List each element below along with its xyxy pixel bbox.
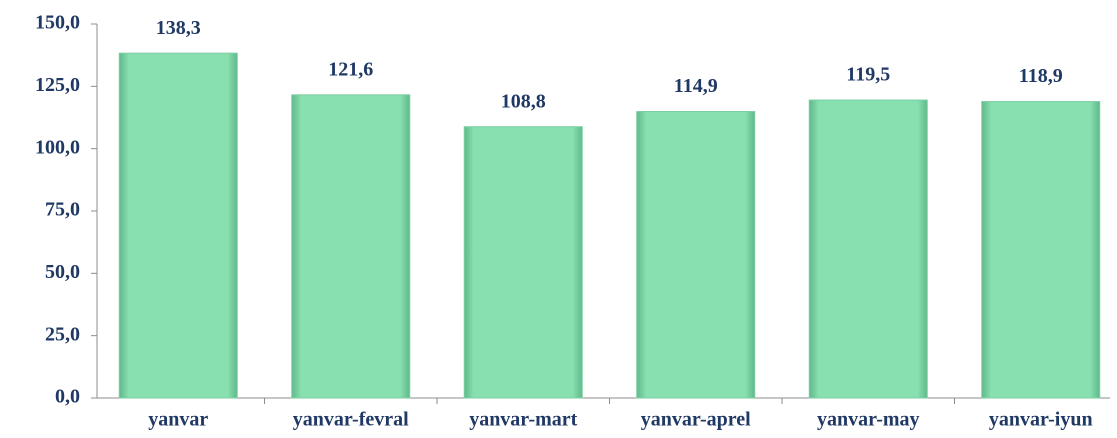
- x-tick-label: yanvar-iyun: [989, 409, 1093, 431]
- bar: [463, 126, 583, 399]
- y-tick-label: 125,0: [35, 74, 80, 96]
- value-label: 118,9: [1019, 65, 1063, 87]
- x-tick-label: yanvar-mart: [469, 409, 577, 431]
- bar: [981, 101, 1101, 399]
- bar: [636, 111, 756, 399]
- bar: [808, 99, 928, 399]
- y-tick-label: 75,0: [45, 199, 80, 221]
- x-tick-label: yanvar: [148, 409, 208, 431]
- x-tick-label: yanvar-fevral: [293, 409, 409, 431]
- bar: [118, 52, 238, 399]
- y-tick-label: 0,0: [55, 386, 80, 408]
- value-label: 121,6: [328, 58, 373, 80]
- value-label: 119,5: [846, 64, 890, 86]
- value-label: 108,8: [501, 90, 546, 112]
- y-tick-label: 50,0: [45, 261, 80, 283]
- value-label: 114,9: [674, 75, 718, 97]
- y-tick-label: 150,0: [35, 12, 80, 34]
- x-tick-label: yanvar-aprel: [641, 409, 751, 431]
- x-tick-label: yanvar-may: [817, 409, 920, 431]
- value-label: 138,3: [156, 17, 201, 39]
- y-tick-label: 25,0: [45, 323, 80, 345]
- bar: [291, 94, 411, 399]
- y-tick-label: 100,0: [35, 136, 80, 158]
